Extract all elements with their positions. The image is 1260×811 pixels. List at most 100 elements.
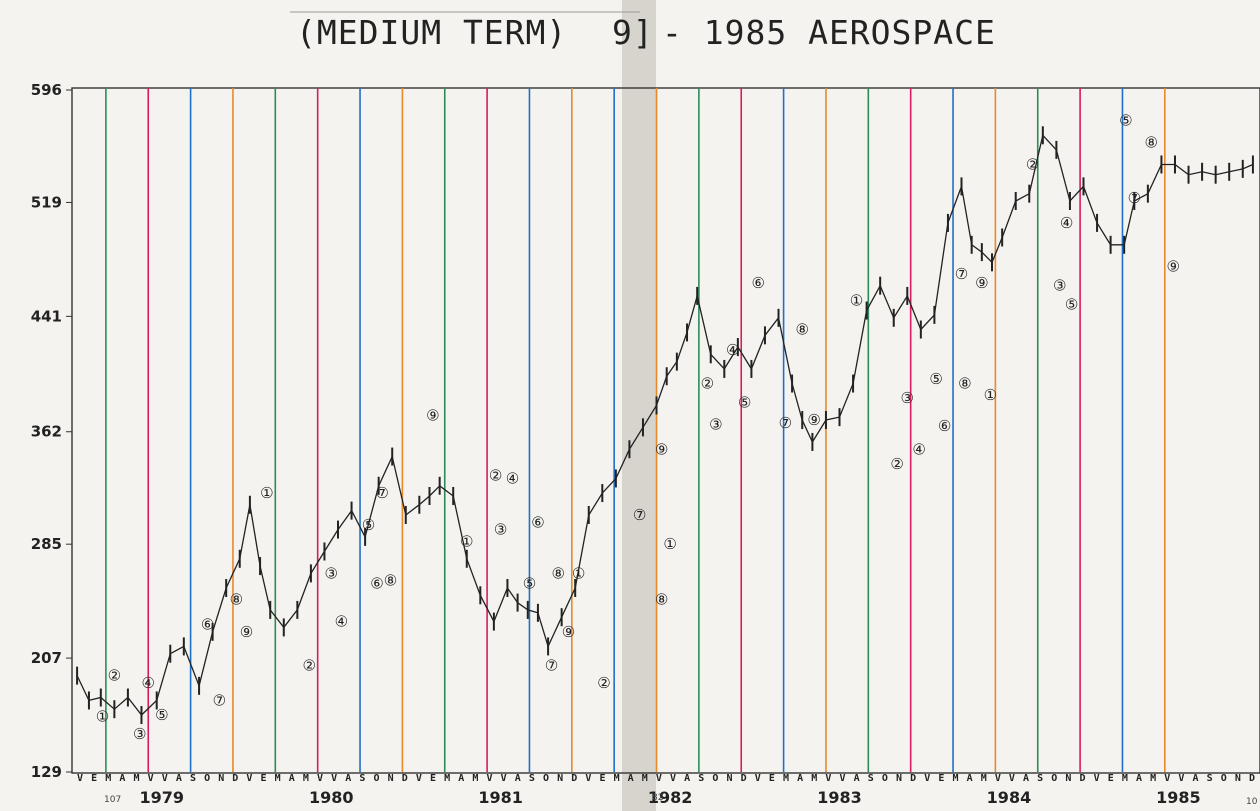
book-spine-shadow (622, 0, 656, 811)
annotation-label: ⑤ (1119, 112, 1132, 130)
year-label-1982: 1982 (648, 788, 693, 807)
annotation-marker: ⑦ (633, 506, 646, 524)
annotation-label: ② (701, 375, 714, 393)
annotation-marker: ⑨ (426, 407, 439, 425)
month-marker: A (289, 773, 295, 784)
month-marker: V (331, 773, 337, 784)
annotation-label: ⑥ (531, 513, 544, 531)
annotation-marker: ④ (912, 440, 925, 458)
year-label-1984: 1984 (987, 788, 1032, 807)
annotation-marker: ⑤ (362, 516, 375, 534)
month-marker: A (628, 773, 634, 784)
month-marker: N (1235, 773, 1241, 784)
month-marker: A (176, 773, 182, 784)
annotation-marker: ③ (494, 521, 507, 539)
month-marker: M (642, 773, 648, 784)
month-marker: E (599, 773, 605, 784)
annotation-label: ④ (726, 341, 739, 359)
annotation-label: ⑤ (362, 516, 375, 534)
month-marker: V (486, 773, 492, 784)
annotation-label: ⑧ (1145, 134, 1158, 152)
annotation-label: ⑨ (655, 440, 668, 458)
annotation-label: ① (984, 386, 997, 404)
month-marker: O (374, 773, 380, 784)
annotation-marker: ⑥ (370, 575, 383, 593)
month-marker: A (967, 773, 973, 784)
annotation-label: ③ (324, 564, 337, 582)
annotation-label: ⑥ (938, 417, 951, 435)
month-marker: S (529, 773, 535, 784)
annotation-label: ⑥ (751, 274, 764, 292)
annotation-label: ⑤ (523, 575, 536, 593)
month-marker: E (261, 773, 267, 784)
annotation-marker: ⑨ (1167, 258, 1180, 276)
month-marker: M (444, 773, 450, 784)
month-marker: M (952, 773, 958, 784)
month-marker: V (656, 773, 662, 784)
annotation-marker: ⑦ (779, 414, 792, 432)
annotation-marker: ⑨ (975, 274, 988, 292)
annotation-label: ① (260, 484, 273, 502)
annotation-marker: ① (96, 708, 109, 726)
annotation-marker: ④ (335, 613, 348, 631)
annotation-label: ⑧ (384, 572, 397, 590)
month-marker: M (614, 773, 620, 784)
month-marker: N (1065, 773, 1071, 784)
annotation-marker: ③ (901, 389, 914, 407)
month-marker: A (458, 773, 464, 784)
annotation-label: ④ (142, 674, 155, 692)
x-axis-years: 1979 1980 1981 1982 1983 1984 1985 (140, 788, 1201, 807)
y-tick-label-1: 207 (31, 649, 62, 667)
month-marker: N (388, 773, 394, 784)
month-marker: N (727, 773, 733, 784)
cycle-lines (105, 88, 1166, 772)
annotation-marker: ⑦ (1128, 189, 1141, 207)
annotation-marker: ⑧ (384, 572, 397, 590)
annotation-marker: ③ (1053, 277, 1066, 295)
annotation-label: ② (1026, 155, 1039, 173)
annotation-label: ⑦ (213, 691, 226, 709)
month-marker: M (303, 773, 309, 784)
annotation-marker: ② (489, 467, 502, 485)
annotation-marker: ③ (133, 725, 146, 743)
month-marker: M (1122, 773, 1128, 784)
page-label-107: 107 (104, 795, 121, 805)
month-marker: N (218, 773, 224, 784)
annotation-label: ② (302, 656, 315, 674)
month-marker: A (345, 773, 351, 784)
annotation-marker: ⑨ (807, 411, 820, 429)
month-marker: V (162, 773, 168, 784)
month-marker: M (1150, 773, 1156, 784)
month-marker: V (501, 773, 507, 784)
annotation-marker: ⑦ (375, 484, 388, 502)
month-marker: A (854, 773, 860, 784)
month-marker: O (543, 773, 549, 784)
month-marker: M (275, 773, 281, 784)
annotation-marker: ④ (142, 674, 155, 692)
y-axis: 129 207 285 362 441 519 596 (31, 81, 72, 781)
annotation-marker: ① (572, 564, 585, 582)
annotation-marker: ② (701, 375, 714, 393)
month-marker: V (995, 773, 1001, 784)
month-marker: D (910, 773, 916, 784)
month-marker: S (1207, 773, 1213, 784)
page-label-82: 82 (652, 793, 663, 803)
month-marker: A (797, 773, 803, 784)
month-marker: A (515, 773, 521, 784)
year-label-1985: 1985 (1156, 788, 1201, 807)
annotation-marker: ② (302, 656, 315, 674)
annotation-label: ④ (1060, 214, 1073, 232)
annotation-marker: ④ (1060, 214, 1073, 232)
cycle-annotations: ①②③④⑤⑥⑦⑧⑨①②③④⑤⑥⑦⑧⑨①②③④⑤⑥⑦⑧⑨①②⑦⑨①⑧②③④⑤⑥⑦⑧… (96, 112, 1180, 743)
year-label-1981: 1981 (478, 788, 523, 807)
month-marker: V (246, 773, 252, 784)
annotation-marker: ② (108, 667, 121, 685)
month-marker: V (416, 773, 422, 784)
month-marker: E (938, 773, 944, 784)
month-marker: V (1009, 773, 1015, 784)
chart-title-left: (MEDIUM TERM) (296, 13, 567, 52)
y-tick-label-0: 129 (31, 763, 62, 781)
annotation-marker: ⑧ (552, 564, 565, 582)
month-marker: O (882, 773, 888, 784)
